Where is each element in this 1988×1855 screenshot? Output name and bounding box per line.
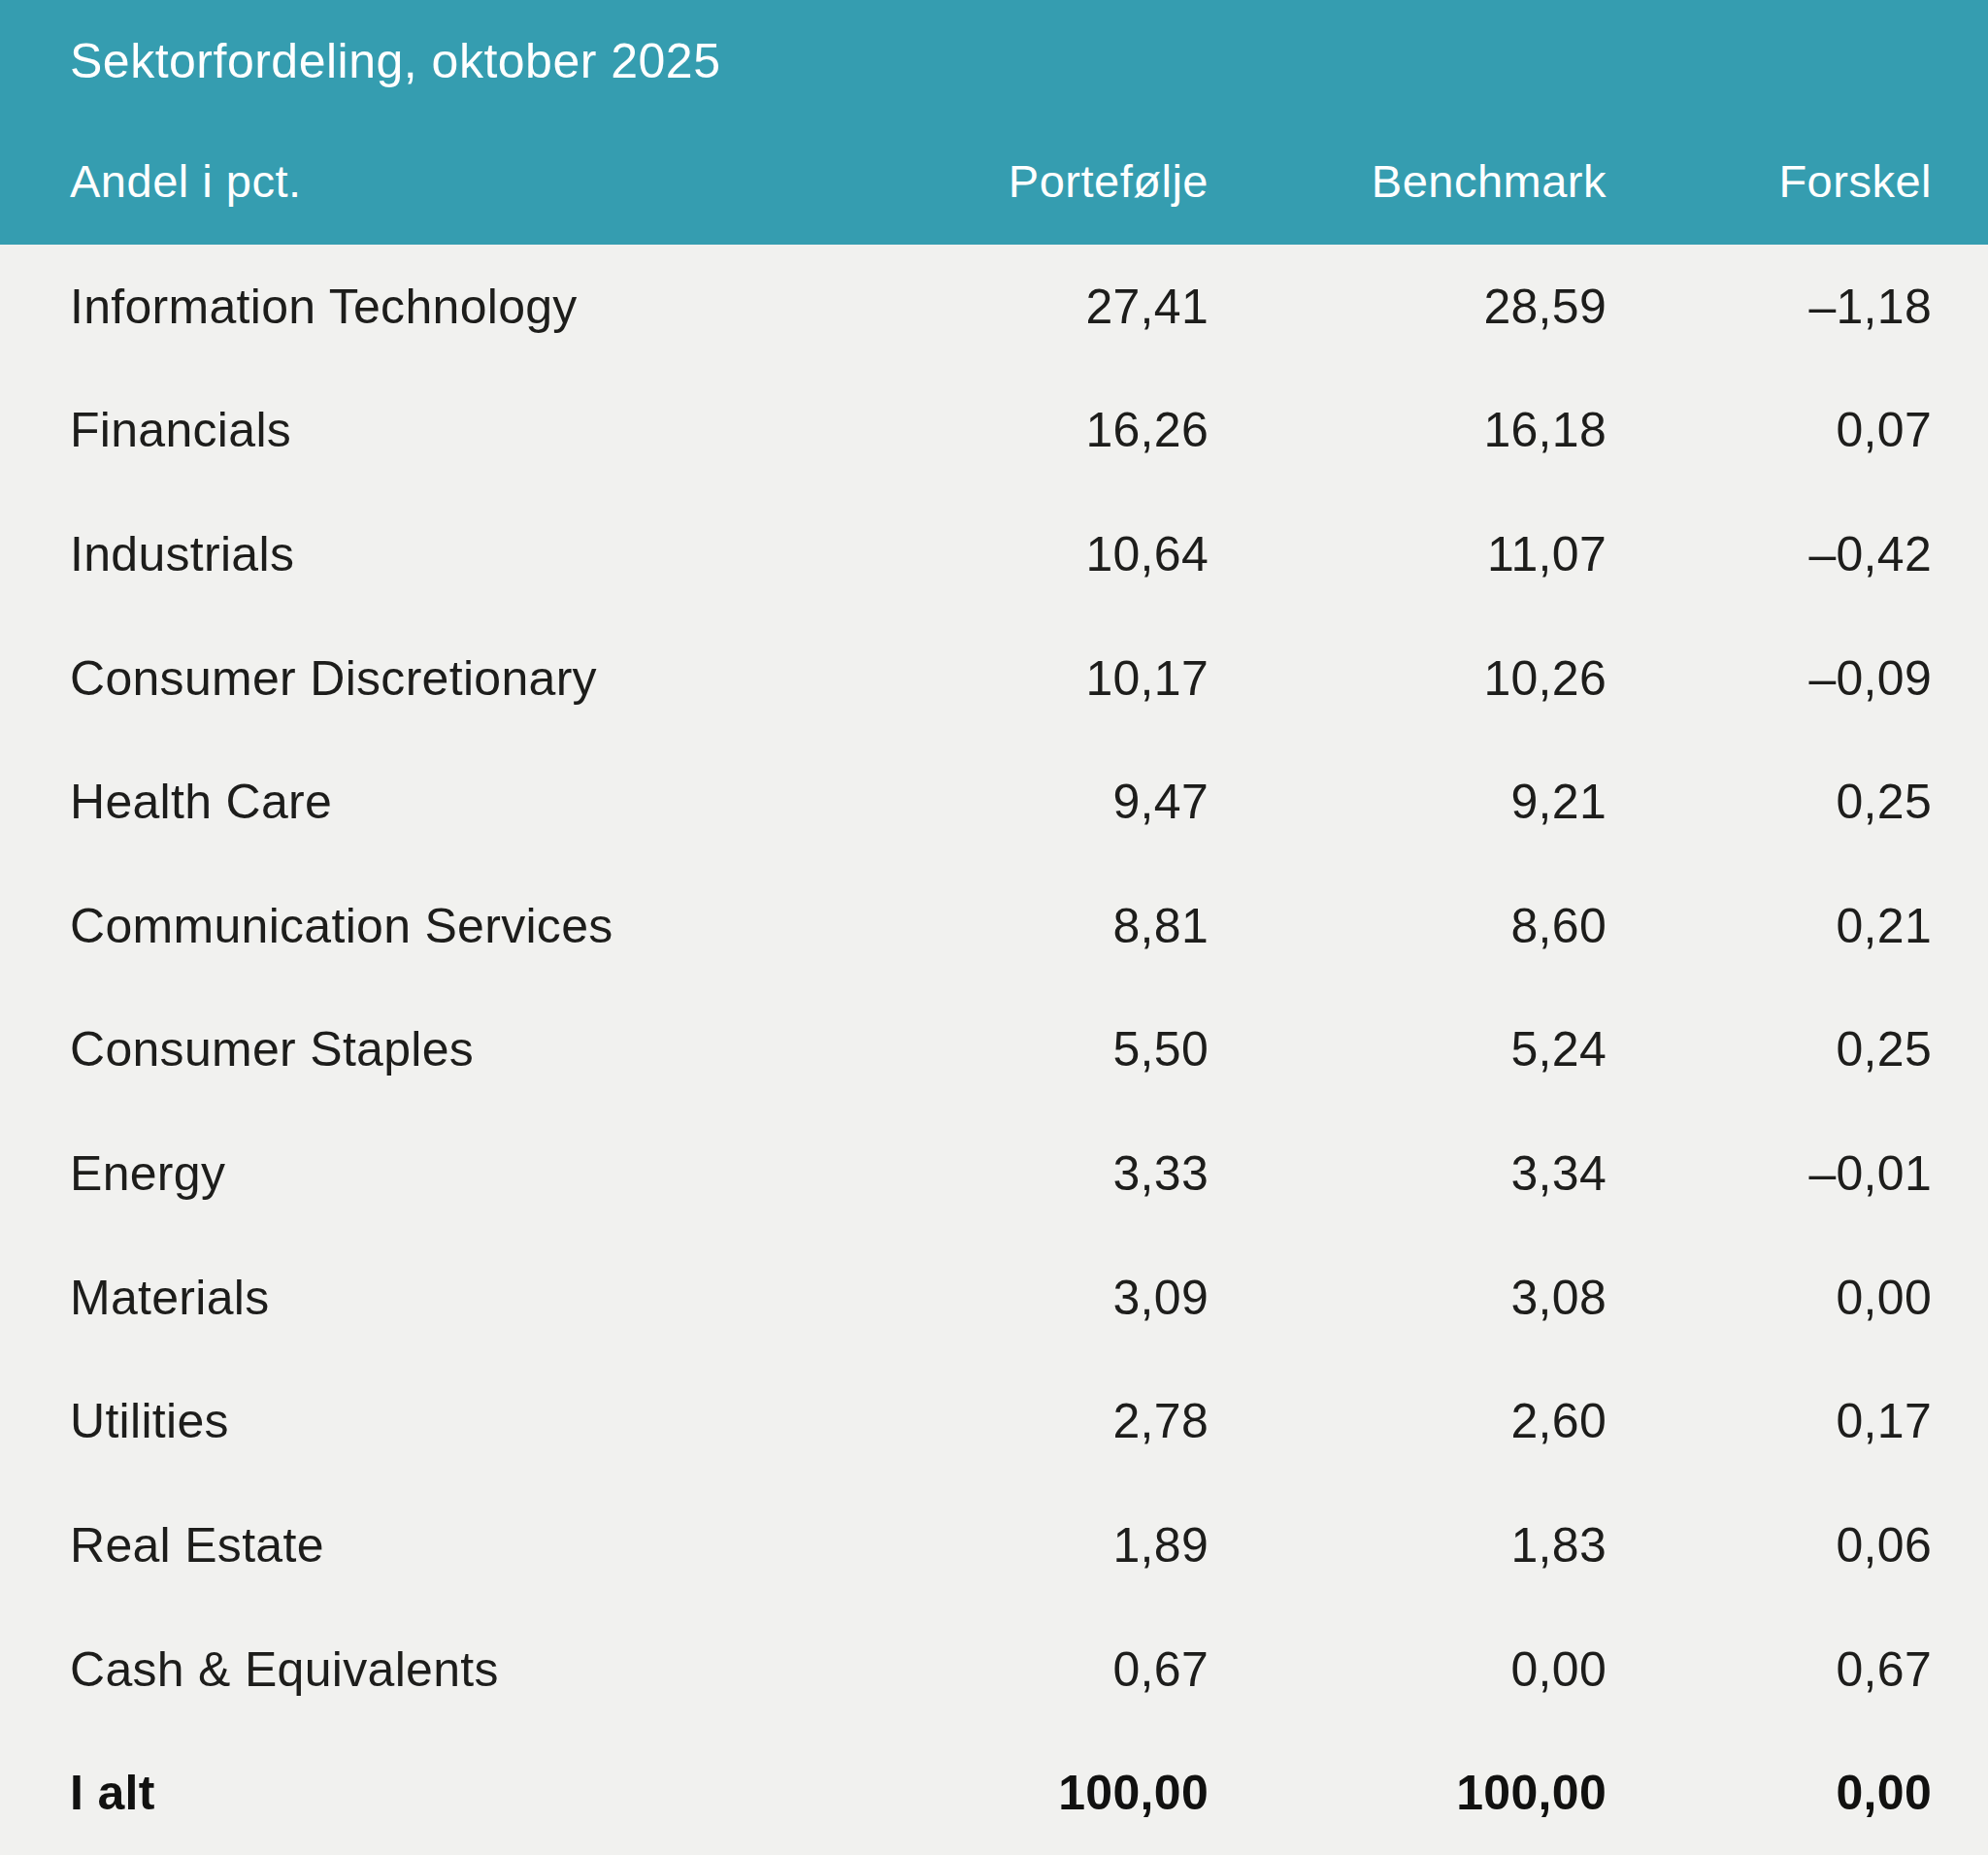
table-row: Consumer Staples 5,50 5,24 0,25	[0, 988, 1988, 1112]
table-header-band: Sektorfordeling, oktober 2025 Andel i pc…	[0, 0, 1988, 245]
portfolio-value: 3,33	[859, 1145, 1209, 1202]
benchmark-value: 2,60	[1209, 1393, 1607, 1449]
difference-value: 0,00	[1607, 1270, 1932, 1326]
sector-label: Energy	[70, 1145, 859, 1202]
total-benchmark-value: 100,00	[1209, 1765, 1607, 1821]
sector-label: Communication Services	[70, 898, 859, 954]
portfolio-value: 5,50	[859, 1021, 1209, 1077]
difference-value: –0,09	[1607, 650, 1932, 707]
portfolio-value: 2,78	[859, 1393, 1209, 1449]
sector-label: Industrials	[70, 526, 859, 582]
portfolio-value: 27,41	[859, 279, 1209, 335]
sector-label: Information Technology	[70, 279, 859, 335]
sector-label: Consumer Discretionary	[70, 650, 859, 707]
benchmark-value: 10,26	[1209, 650, 1607, 707]
table-total-row: I alt 100,00 100,00 0,00	[0, 1731, 1988, 1855]
difference-value: 0,17	[1607, 1393, 1932, 1449]
table-row: Health Care 9,47 9,21 0,25	[0, 740, 1988, 864]
benchmark-value: 16,18	[1209, 402, 1607, 458]
sector-label: Cash & Equivalents	[70, 1641, 859, 1698]
sector-label: Real Estate	[70, 1517, 859, 1573]
difference-value: 0,25	[1607, 774, 1932, 830]
column-header-portfolio: Portefølje	[859, 154, 1209, 208]
table-row: Consumer Discretionary 10,17 10,26 –0,09	[0, 616, 1988, 741]
benchmark-value: 28,59	[1209, 279, 1607, 335]
difference-value: –0,01	[1607, 1145, 1932, 1202]
table-row: Energy 3,33 3,34 –0,01	[0, 1111, 1988, 1236]
sector-label: Financials	[70, 402, 859, 458]
benchmark-value: 11,07	[1209, 526, 1607, 582]
table-row: Communication Services 8,81 8,60 0,21	[0, 864, 1988, 988]
sector-label: Utilities	[70, 1393, 859, 1449]
difference-value: 0,07	[1607, 402, 1932, 458]
column-header-label: Andel i pct.	[70, 154, 859, 208]
difference-value: 0,67	[1607, 1641, 1932, 1698]
benchmark-value: 3,34	[1209, 1145, 1607, 1202]
benchmark-value: 8,60	[1209, 898, 1607, 954]
portfolio-value: 8,81	[859, 898, 1209, 954]
table-row: Utilities 2,78 2,60 0,17	[0, 1359, 1988, 1483]
difference-value: –1,18	[1607, 279, 1932, 335]
table-row: Real Estate 1,89 1,83 0,06	[0, 1483, 1988, 1607]
table-row: Financials 16,26 16,18 0,07	[0, 369, 1988, 493]
column-header-difference: Forskel	[1607, 154, 1932, 208]
portfolio-value: 3,09	[859, 1270, 1209, 1326]
benchmark-value: 3,08	[1209, 1270, 1607, 1326]
portfolio-value: 10,17	[859, 650, 1209, 707]
sector-label: Health Care	[70, 774, 859, 830]
benchmark-value: 5,24	[1209, 1021, 1607, 1077]
column-header-benchmark: Benchmark	[1209, 154, 1607, 208]
total-difference-value: 0,00	[1607, 1765, 1932, 1821]
difference-value: 0,06	[1607, 1517, 1932, 1573]
portfolio-value: 0,67	[859, 1641, 1209, 1698]
portfolio-value: 1,89	[859, 1517, 1209, 1573]
benchmark-value: 1,83	[1209, 1517, 1607, 1573]
portfolio-value: 16,26	[859, 402, 1209, 458]
difference-value: 0,21	[1607, 898, 1932, 954]
sector-label: Materials	[70, 1270, 859, 1326]
portfolio-value: 10,64	[859, 526, 1209, 582]
table-row: Industrials 10,64 11,07 –0,42	[0, 492, 1988, 616]
sector-label: Consumer Staples	[70, 1021, 859, 1077]
benchmark-value: 0,00	[1209, 1641, 1607, 1698]
table-row: Materials 3,09 3,08 0,00	[0, 1236, 1988, 1360]
total-label: I alt	[70, 1765, 859, 1821]
total-portfolio-value: 100,00	[859, 1765, 1209, 1821]
table-title: Sektorfordeling, oktober 2025	[0, 33, 1988, 89]
difference-value: 0,25	[1607, 1021, 1932, 1077]
sector-allocation-table: Sektorfordeling, oktober 2025 Andel i pc…	[0, 0, 1988, 1855]
column-header-row: Andel i pct. Portefølje Benchmark Forske…	[0, 154, 1988, 208]
table-body: Information Technology 27,41 28,59 –1,18…	[0, 245, 1988, 1855]
portfolio-value: 9,47	[859, 774, 1209, 830]
difference-value: –0,42	[1607, 526, 1932, 582]
table-row: Information Technology 27,41 28,59 –1,18	[0, 245, 1988, 369]
benchmark-value: 9,21	[1209, 774, 1607, 830]
table-row: Cash & Equivalents 0,67 0,00 0,67	[0, 1607, 1988, 1732]
